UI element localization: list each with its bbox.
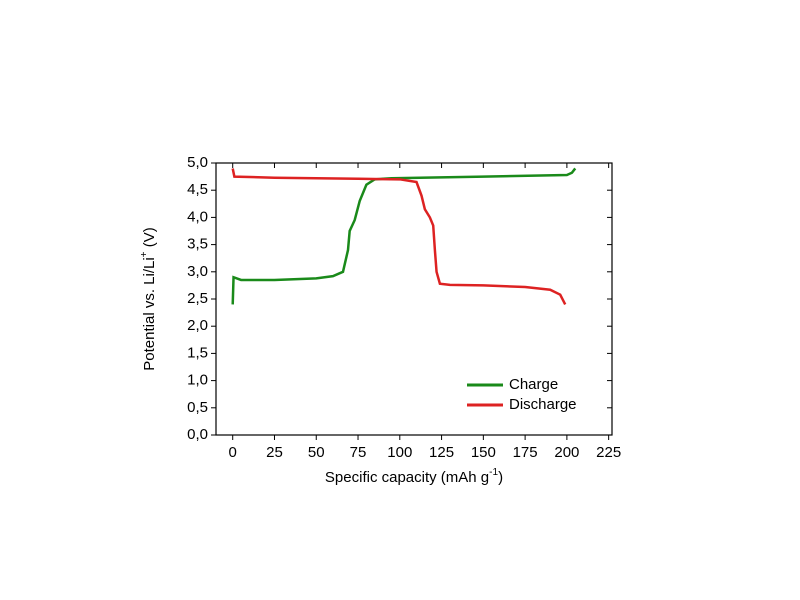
x-tick-label: 200 bbox=[554, 444, 579, 461]
y-tick-label: 3,5 bbox=[187, 236, 208, 253]
y-tick-label: 0,0 bbox=[187, 426, 208, 443]
series-line bbox=[231, 168, 567, 306]
legend-label: Charge bbox=[509, 376, 558, 393]
x-tick-label: 150 bbox=[471, 444, 496, 461]
plot-frame bbox=[215, 162, 613, 436]
x-axis-label: Specific capacity (mAh g-1) bbox=[325, 467, 503, 486]
x-tick-label: 50 bbox=[308, 444, 325, 461]
y-tick-label: 1,0 bbox=[187, 372, 208, 389]
x-label-text: Specific capacity (mAh g bbox=[325, 469, 489, 486]
y-label-text: Potential vs. Li/Li bbox=[141, 257, 158, 370]
y-tick-label: 5,0 bbox=[187, 154, 208, 171]
y-tick-label: 2,0 bbox=[187, 317, 208, 334]
y-label-sup: + bbox=[139, 251, 150, 257]
x-tick-label: 0 bbox=[229, 444, 237, 461]
y-tick-label: 2,5 bbox=[187, 290, 208, 307]
y-tick-label: 4,0 bbox=[187, 208, 208, 225]
y-tick-label: 0,5 bbox=[187, 399, 208, 416]
x-tick-label: 75 bbox=[350, 444, 367, 461]
y-tick-label: 1,5 bbox=[187, 344, 208, 361]
x-tick-label: 225 bbox=[596, 444, 621, 461]
x-label-sup: -1 bbox=[489, 467, 498, 478]
x-tick-label: 100 bbox=[387, 444, 412, 461]
series-line bbox=[231, 167, 577, 305]
y-tick-label: 3,0 bbox=[187, 263, 208, 280]
y-axis-label: Potential vs. Li/Li+ (V) bbox=[139, 227, 158, 370]
x-tick-label: 25 bbox=[266, 444, 283, 461]
legend-label: Discharge bbox=[509, 396, 577, 413]
x-tick-label: 125 bbox=[429, 444, 454, 461]
y-label-after: (V) bbox=[141, 227, 158, 251]
x-label-after: ) bbox=[498, 469, 503, 486]
y-tick-label: 4,5 bbox=[187, 181, 208, 198]
x-tick-label: 175 bbox=[513, 444, 538, 461]
